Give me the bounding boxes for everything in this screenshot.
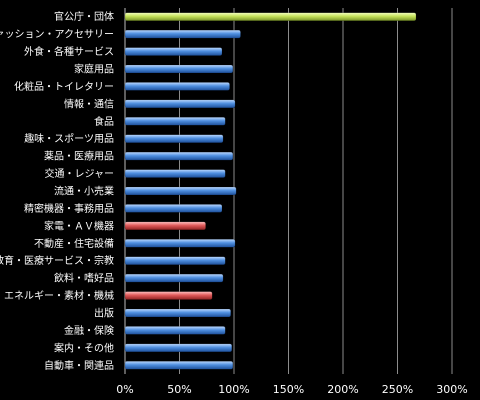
x-tick-label: 0% [116,383,133,396]
category-label: 食品 [94,115,114,128]
category-label: 飲料・嗜好品 [54,272,114,285]
category-label: エネルギー・素材・機械 [4,289,114,302]
category-label: 交通・レジャー [45,167,115,180]
category-label: 案内・その他 [54,341,114,354]
bar [124,117,226,126]
bar [124,134,224,143]
bar [124,99,236,109]
x-tick-label: 100% [218,383,249,396]
category-labels: 官公庁・団体ファッション・アクセサリー外食・各種サービス家庭用品化粧品・トイレタ… [0,10,114,372]
category-label: 化粧品・トイレタリー [14,80,114,93]
x-tick-label: 300% [436,383,467,396]
bar [124,343,233,353]
category-label: 流通・小売業 [54,185,114,198]
bar [124,169,226,178]
bars [124,12,417,370]
bar [124,151,234,161]
bar [124,47,223,56]
bar [124,308,231,318]
bar [124,326,226,335]
bar [124,361,234,370]
category-label: 情報・通信 [64,97,114,110]
bar [124,29,241,39]
category-label: 外食・各種サービス [24,45,114,58]
bar [124,273,224,283]
category-label: 自動車・関連品 [44,359,114,372]
category-label: 官公庁・団体 [54,10,114,23]
bar [124,12,417,21]
category-label: 家庭用品 [74,63,114,76]
category-label: 精密機器・事務用品 [24,202,114,215]
bar [124,82,230,91]
x-tick-label: 150% [273,383,304,396]
x-tick-labels: 0% 50% 100% 150% 200% 250% 300% [116,383,467,396]
bar [124,186,237,196]
bar [124,64,234,74]
category-label: ファッション・アクセサリー [0,29,114,41]
category-label: 家電・ＡＶ機器 [44,219,114,232]
category-label: 教育・医療サービス・宗教 [0,254,114,267]
bar [124,256,226,265]
bar [124,204,223,213]
x-tick-label: 50% [167,383,191,396]
category-label: 薬品・医療用品 [44,150,114,163]
category-label: 出版 [94,307,114,320]
x-tick-label: 250% [382,383,413,396]
bar [124,221,206,231]
category-label: 趣味・スポーツ用品 [24,132,114,145]
category-label: 金融・保険 [64,324,114,337]
category-label: 不動産・住宅設備 [34,237,114,250]
x-tick-label: 200% [327,383,358,396]
bar [124,239,236,248]
bar [124,291,213,300]
